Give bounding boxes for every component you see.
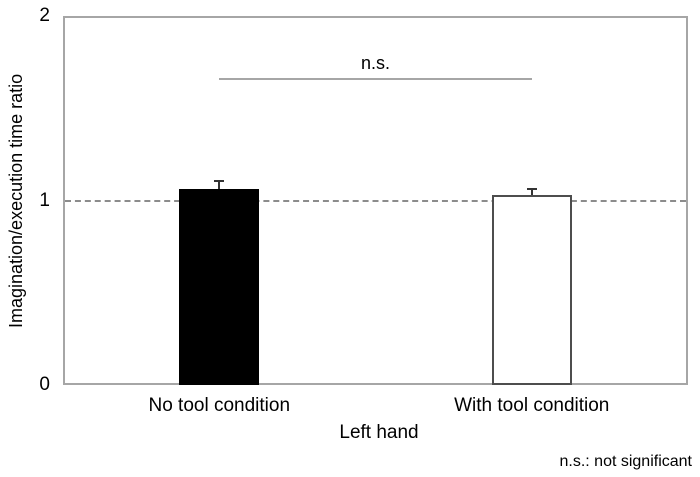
footnote: n.s.: not significant	[559, 453, 692, 470]
x-category-label: No tool condition	[148, 395, 291, 416]
bar	[491, 194, 572, 385]
error-bar-whisker	[218, 181, 221, 190]
error-bar-cap	[526, 187, 537, 190]
error-bar-cap	[214, 180, 225, 183]
y-tick-label: 1	[39, 189, 50, 211]
significance-label: n.s.	[360, 52, 391, 73]
y-tick-label: 2	[39, 5, 50, 26]
error-bar-whisker	[530, 188, 533, 195]
bar	[179, 189, 260, 385]
reference-line	[65, 199, 686, 202]
significance-line	[219, 77, 532, 80]
x-category-label: With tool condition	[454, 395, 610, 416]
x-axis-title: Left hand	[339, 422, 419, 443]
y-tick-label: 0	[39, 374, 50, 395]
